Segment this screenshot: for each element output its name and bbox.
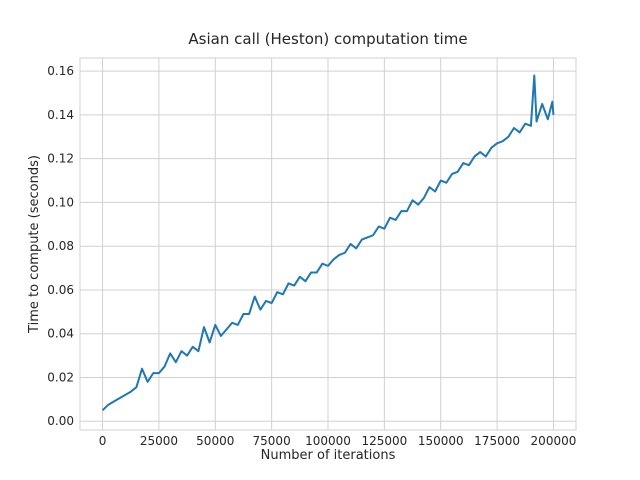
x-tick-label: 75000 [253, 434, 291, 448]
y-tick-label: 0.16 [47, 64, 74, 78]
y-tick-label: 0.08 [47, 239, 74, 253]
x-tick-label: 0 [99, 434, 107, 448]
x-tick-label: 50000 [196, 434, 234, 448]
x-tick-label: 125000 [361, 434, 407, 448]
x-tick-label: 150000 [418, 434, 464, 448]
x-tick-label: 25000 [140, 434, 178, 448]
y-tick-label: 0.14 [47, 108, 74, 122]
x-tick-label: 200000 [531, 434, 577, 448]
y-tick-label: 0.02 [47, 370, 74, 384]
y-tick-label: 0.04 [47, 327, 74, 341]
y-tick-label: 0.10 [47, 195, 74, 209]
x-axis-label: Number of iterations [261, 448, 396, 463]
y-tick-label: 0.00 [47, 414, 74, 428]
chart-title: Asian call (Heston) computation time [188, 30, 467, 48]
x-tick-label: 175000 [474, 434, 520, 448]
x-tick-label: 100000 [305, 434, 351, 448]
y-axis-label: Time to compute (seconds) [27, 155, 42, 334]
data-line [101, 74, 555, 412]
plot-frame [79, 57, 577, 431]
y-tick-label: 0.06 [47, 283, 74, 297]
y-tick-label: 0.12 [47, 152, 74, 166]
